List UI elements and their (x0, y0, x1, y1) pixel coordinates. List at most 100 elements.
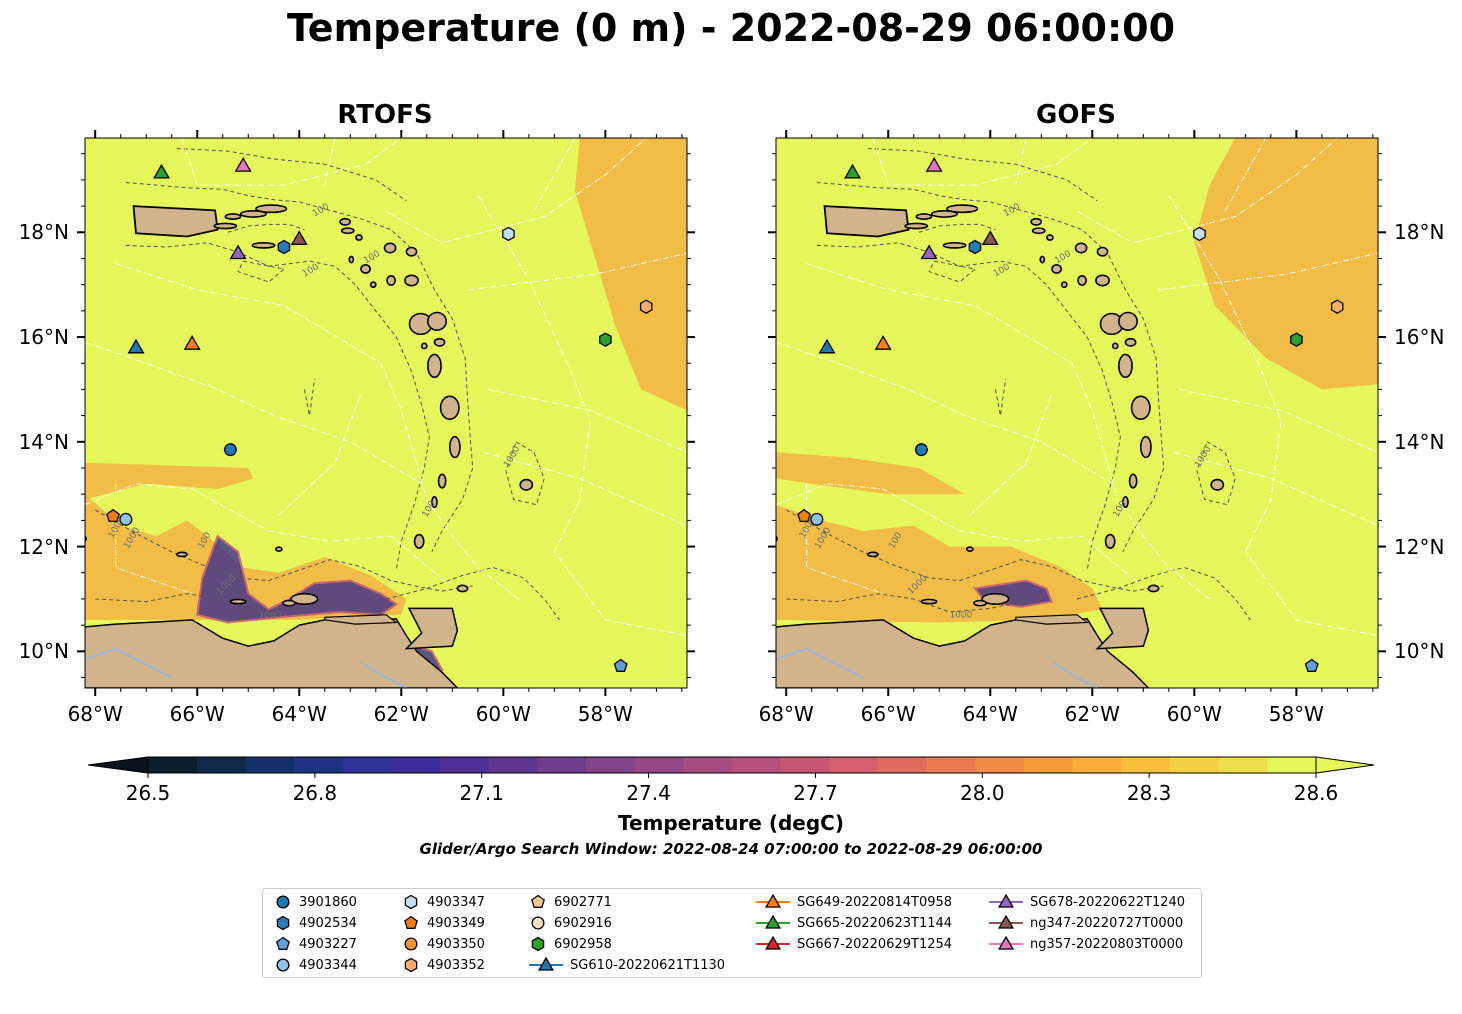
island (290, 592, 319, 605)
legend-label: SG610-20220621T1130 (570, 957, 726, 973)
island (725, 531, 745, 541)
contour-label: 1000 (258, 610, 281, 620)
gofs-lon-label: 64°W (962, 702, 1018, 726)
island (255, 204, 288, 214)
island (355, 234, 363, 241)
obs-marker-4903227 (1304, 658, 1319, 672)
bathymetry-contour (816, 182, 1165, 553)
legend-hexagon (404, 957, 418, 973)
bathymetry-contour (303, 378, 316, 416)
bathymetry-contour (994, 378, 1007, 416)
island (1118, 353, 1133, 379)
temperature-colorbar (87, 756, 1375, 778)
rtofs-lon-label: 64°W (271, 702, 327, 726)
colorbar-segment (829, 757, 879, 773)
bathymetry-contour (505, 441, 545, 506)
rtofs-lon-label: 68°W (67, 702, 123, 726)
eez-boundary (385, 138, 647, 244)
colorbar-segment (245, 757, 295, 773)
colorbar-segment (1072, 757, 1122, 773)
legend-triangle (764, 893, 782, 908)
legend-label: ng347-20220727T0000 (1030, 915, 1184, 931)
legend-marker-icon (276, 895, 290, 909)
colorbar-tick-label: 28.6 (1293, 781, 1339, 805)
legend-item: 4903352 (401, 955, 485, 975)
eez-boundary (1076, 138, 1338, 244)
legend-marker-icon (756, 893, 790, 908)
obs-marker-4903227 (613, 658, 628, 672)
obs-marker-6902958 (1290, 332, 1303, 347)
eez-boundary (776, 341, 1113, 485)
island (404, 274, 419, 287)
island (348, 255, 355, 264)
legend-marker-icon (989, 893, 1023, 908)
gofs-lat-label: 10°N (1394, 639, 1445, 664)
colorbar-segment (780, 757, 830, 773)
legend-label: SG667-20220629T1254 (797, 936, 953, 952)
rtofs-lat-label: 14°N (18, 429, 69, 454)
eez-boundary (115, 263, 519, 600)
colorbar-frame (147, 756, 1317, 774)
colorbar-tick-label: 27.1 (459, 781, 504, 805)
island (213, 222, 238, 230)
colorbar-segment (294, 757, 344, 773)
bathymetry-contour (94, 509, 473, 592)
legend-pentagon (404, 915, 418, 929)
gofs-lat-label: 12°N (1394, 534, 1445, 559)
legend-item: SG649-20220814T0958 (755, 892, 952, 912)
legend-hexagon (276, 915, 290, 931)
island (456, 584, 469, 593)
obs-marker-SG678-20220622T1240 (920, 244, 938, 260)
obs-marker-4903344 (119, 512, 133, 526)
colorbar-segment (634, 757, 684, 773)
warm-water-region (1194, 138, 1378, 390)
island (413, 533, 425, 549)
map-panels: 1000100010001000100100100100100010010001… (77, 130, 1386, 696)
colorbar-segment (586, 757, 636, 773)
trinidad-island (1095, 607, 1150, 650)
legend-label: ng357-20220803T0000 (1030, 936, 1184, 952)
legend-triangle (764, 935, 782, 950)
island (973, 599, 987, 607)
legend-marker-icon (531, 936, 545, 952)
island (1118, 311, 1138, 331)
legend-item: SG610-20220621T1130 (528, 955, 725, 975)
eez-boundary (969, 394, 1052, 516)
paria-peninsula (1015, 614, 1089, 625)
island (942, 241, 967, 249)
island (1096, 246, 1109, 257)
legend-marker-icon (531, 916, 545, 930)
island (776, 535, 778, 543)
island (176, 551, 188, 558)
cool-water-region (196, 534, 398, 624)
obs-marker-6902958 (599, 332, 612, 347)
legend-marker-icon (989, 935, 1023, 950)
bathymetry-contour (95, 593, 331, 613)
legend-triangle (997, 935, 1015, 950)
legend-label: 6902958 (554, 936, 612, 952)
bathymetry-contour (1196, 441, 1236, 506)
obs-marker-SG678-20220622T1240 (229, 244, 247, 260)
island (369, 281, 377, 289)
bathymetry-contour (867, 148, 1098, 202)
eez-boundary (1178, 388, 1378, 453)
obs-marker-4903349 (797, 508, 811, 523)
eez-boundary (1173, 451, 1378, 527)
eez-boundary (872, 138, 1093, 186)
eez-boundary (1168, 195, 1378, 637)
colorbar-tick-label: 28.3 (1126, 781, 1172, 805)
colorbar-segment (148, 757, 198, 773)
gofs-frame (775, 137, 1379, 689)
island (1039, 255, 1046, 264)
eez-boundary (467, 252, 687, 291)
eez-boundary (477, 195, 687, 637)
obs-marker-SG610-20220621T1130 (818, 338, 836, 354)
legend-label: 6902916 (554, 915, 612, 931)
island (867, 551, 879, 558)
search-window-note: Glider/Argo Search Window: 2022-08-24 07… (419, 840, 1043, 858)
legend-triangle (997, 893, 1015, 908)
eez-boundary (776, 483, 1139, 584)
legend-triangle (764, 914, 782, 929)
island (275, 546, 283, 552)
gofs-lon-label: 62°W (1064, 702, 1120, 726)
